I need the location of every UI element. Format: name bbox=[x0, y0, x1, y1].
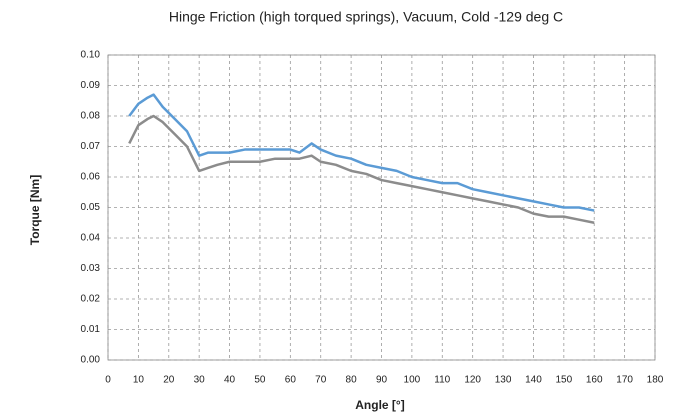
x-tick-label: 50 bbox=[254, 375, 266, 386]
x-tick-label: 160 bbox=[586, 375, 603, 386]
x-tick-label: 90 bbox=[376, 375, 388, 386]
x-axis-title: Angle [°] bbox=[355, 398, 404, 412]
x-tick-label: 120 bbox=[464, 375, 481, 386]
x-tick-label: 170 bbox=[616, 375, 633, 386]
x-tick-label: 40 bbox=[224, 375, 236, 386]
x-tick-label: 80 bbox=[346, 375, 358, 386]
x-tick-label: 180 bbox=[647, 375, 664, 386]
x-tick-label: 30 bbox=[194, 375, 206, 386]
y-tick-label: 0.02 bbox=[81, 294, 101, 305]
x-tick-label: 0 bbox=[105, 375, 111, 386]
x-tick-label: 130 bbox=[495, 375, 512, 386]
y-tick-label: 0.03 bbox=[81, 263, 101, 274]
y-tick-label: 0.05 bbox=[81, 202, 101, 213]
y-tick-label: 0.08 bbox=[81, 111, 101, 122]
x-tick-label: 70 bbox=[315, 375, 327, 386]
data-line bbox=[128, 114, 595, 224]
y-tick-label: 0.00 bbox=[81, 355, 101, 366]
x-tick-label: 20 bbox=[163, 375, 175, 386]
x-tick-label: 140 bbox=[525, 375, 542, 386]
plot-frame bbox=[107, 54, 656, 361]
chart-title: Hinge Friction (high torqued springs), V… bbox=[169, 9, 563, 25]
y-axis-title: Torque [Nm] bbox=[28, 175, 42, 245]
x-tick-label: 150 bbox=[555, 375, 572, 386]
y-tick-label: 0.09 bbox=[81, 80, 101, 91]
x-tick-label: 10 bbox=[133, 375, 145, 386]
y-tick-label: 0.06 bbox=[81, 172, 101, 183]
y-tick-label: 0.04 bbox=[81, 233, 101, 244]
x-tick-label: 100 bbox=[404, 375, 421, 386]
y-tick-label: 0.07 bbox=[81, 141, 101, 152]
y-tick-label: 0.01 bbox=[81, 324, 101, 335]
x-tick-label: 110 bbox=[434, 375, 450, 386]
x-tick-label: 60 bbox=[285, 375, 297, 386]
data-line bbox=[128, 93, 595, 212]
y-tick-label: 0.10 bbox=[81, 50, 101, 61]
